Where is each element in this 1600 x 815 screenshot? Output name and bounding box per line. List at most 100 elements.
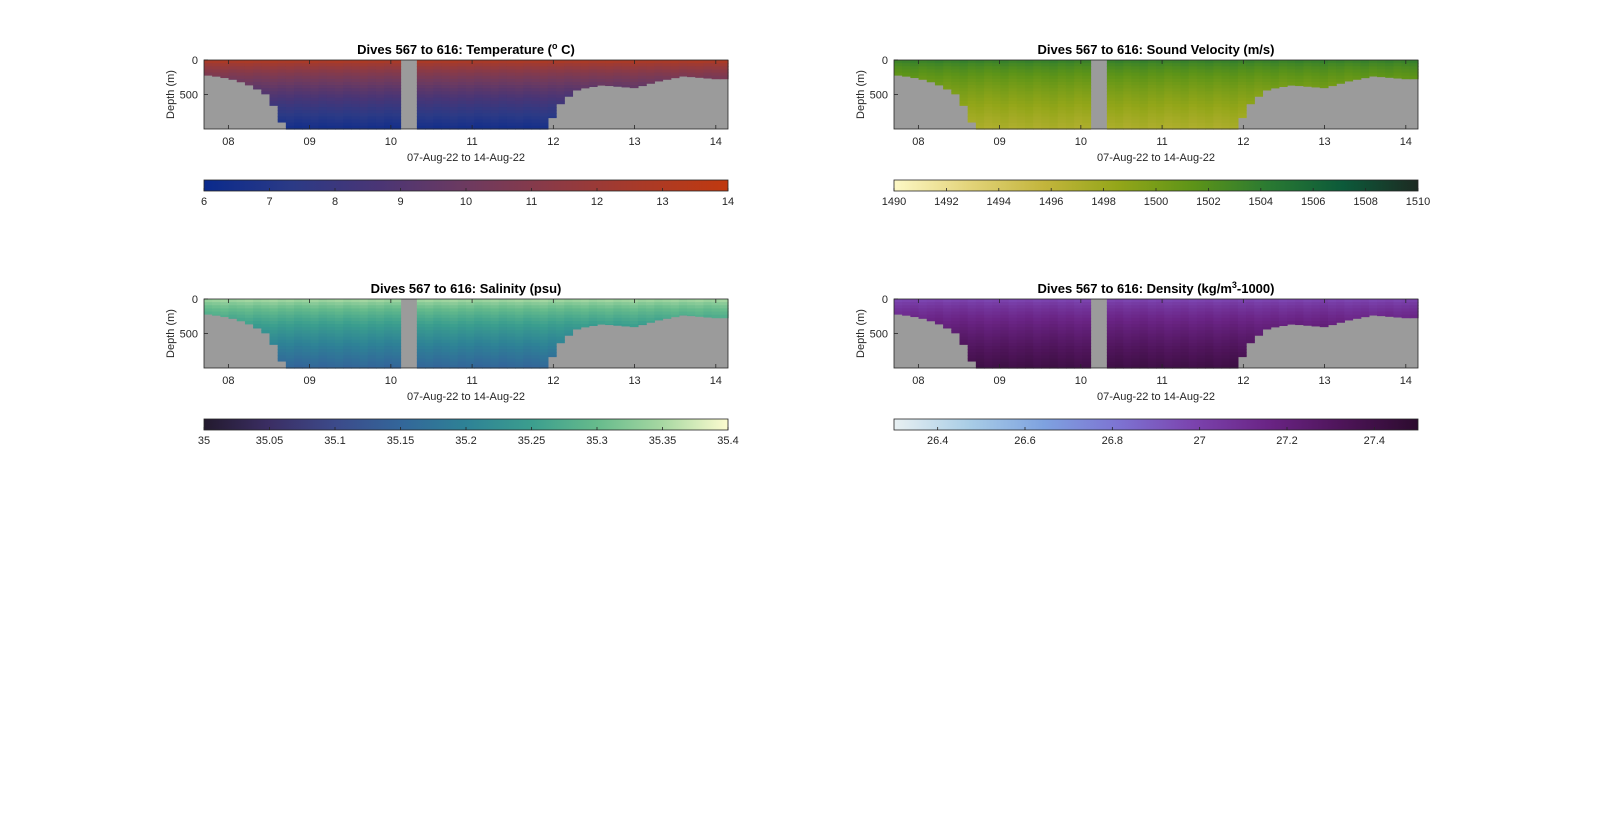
salinity-cell: [351, 355, 361, 360]
salinity-cell: [335, 355, 344, 360]
density-cell: [1065, 311, 1075, 316]
temperature-cell: [367, 69, 377, 74]
sound-velocity-cell: [1139, 60, 1149, 64]
salinity-cell: [441, 311, 451, 316]
temperature-cell: [253, 66, 262, 71]
sound-velocity-cell: [984, 63, 993, 67]
density-cell: [992, 311, 1002, 316]
density-cell: [1025, 320, 1034, 325]
salinity-cell: [416, 349, 426, 353]
temperature-cell: [629, 85, 639, 89]
sound-velocity-cell: [1196, 107, 1206, 111]
salinity-cell: [466, 346, 475, 350]
density-cell: [975, 327, 985, 331]
salinity-cell: [678, 308, 688, 313]
density-cell: [1008, 339, 1018, 344]
density-cell: [1008, 299, 1018, 303]
temperature-cell: [351, 97, 361, 102]
salinity-cell: [343, 361, 352, 366]
salinity-cell: [326, 358, 336, 363]
density-cell: [943, 302, 952, 306]
temperature-cell: [506, 63, 516, 67]
salinity-x-tick-label: 08: [222, 375, 234, 387]
sound-velocity-cell: [992, 122, 1002, 127]
density-cell: [1008, 314, 1018, 319]
salinity-cell: [564, 302, 574, 306]
density-cell: [992, 333, 1002, 338]
salinity-cell: [637, 320, 647, 325]
density-cell: [967, 302, 977, 306]
salinity-cell: [466, 358, 475, 363]
temperature-cell: [449, 91, 459, 96]
density-cell: [1377, 311, 1386, 316]
temperature-cell: [523, 103, 533, 108]
temperature-cell: [425, 85, 434, 89]
sound-velocity-colorbar-tick-label: 1500: [1144, 196, 1168, 208]
sound-velocity-cell: [1409, 72, 1419, 77]
salinity-cell: [261, 330, 271, 334]
salinity-cell: [318, 358, 328, 363]
salinity-cell: [359, 324, 369, 328]
temperature-cell: [597, 72, 606, 77]
sound-velocity-cell: [984, 81, 993, 86]
salinity-cell: [556, 336, 565, 341]
temperature-cell: [416, 113, 426, 118]
sound-velocity-cell: [992, 97, 1002, 102]
sound-velocity-cell: [1106, 116, 1116, 121]
salinity-cell: [449, 299, 459, 303]
sound-velocity-cell: [1213, 94, 1223, 99]
salinity-cell: [588, 299, 598, 303]
salinity-cell: [384, 314, 393, 319]
density-cell: [1115, 352, 1124, 357]
temperature-cell: [343, 116, 352, 121]
density-cell: [1327, 302, 1337, 306]
temperature-cell: [244, 63, 254, 67]
density-cell: [1025, 342, 1034, 347]
density-cell: [1262, 305, 1272, 310]
density-cell: [1196, 361, 1206, 366]
temperature-cell: [498, 88, 508, 92]
salinity-cell: [531, 311, 541, 316]
density-cell: [1065, 299, 1075, 303]
density-cell: [1000, 346, 1010, 350]
temperature-cell: [474, 81, 483, 86]
temperature-cell: [351, 94, 361, 99]
sound-velocity-cell: [1213, 107, 1223, 111]
temperature-cell: [490, 110, 500, 114]
sound-velocity-cell: [1295, 72, 1304, 77]
sound-velocity-cell: [1213, 81, 1223, 86]
density-cell: [1229, 358, 1239, 363]
salinity-cell: [531, 352, 541, 357]
density-cell: [984, 361, 993, 366]
density-cell: [1221, 308, 1231, 313]
density-cell: [1352, 317, 1362, 319]
sound-velocity-cell: [1033, 107, 1042, 111]
salinity-cell: [302, 308, 312, 313]
temperature-cell: [269, 97, 279, 102]
temperature-cell: [302, 63, 312, 67]
sound-velocity-cell: [1196, 122, 1206, 127]
temperature-cell: [490, 103, 500, 108]
salinity-cell: [335, 305, 344, 310]
density-cell: [1082, 333, 1092, 338]
salinity-y-label: Depth (m): [165, 309, 177, 358]
temperature-cell: [425, 81, 434, 86]
temperature-cell: [425, 122, 434, 127]
salinity-cell: [466, 308, 475, 313]
temperature-cell: [457, 125, 467, 130]
density-cell: [1057, 355, 1067, 360]
density-cell: [1156, 333, 1165, 338]
temperature-cell: [531, 119, 541, 124]
temperature-cell: [654, 69, 664, 74]
temperature-cell: [474, 85, 483, 89]
temperature-cell: [490, 78, 500, 83]
salinity-cell: [531, 339, 541, 344]
sound-velocity-cell: [992, 103, 1002, 108]
density-x-tick-label: 14: [1400, 375, 1412, 387]
density-cell: [984, 302, 993, 306]
density-x-tick-label: 10: [1075, 375, 1087, 387]
salinity-cell: [425, 330, 434, 335]
salinity-cell: [457, 336, 467, 341]
salinity-cell: [302, 314, 312, 319]
sound-velocity-title-main: Dives 567 to 616: Sound Velocity (m/s): [1038, 42, 1275, 57]
